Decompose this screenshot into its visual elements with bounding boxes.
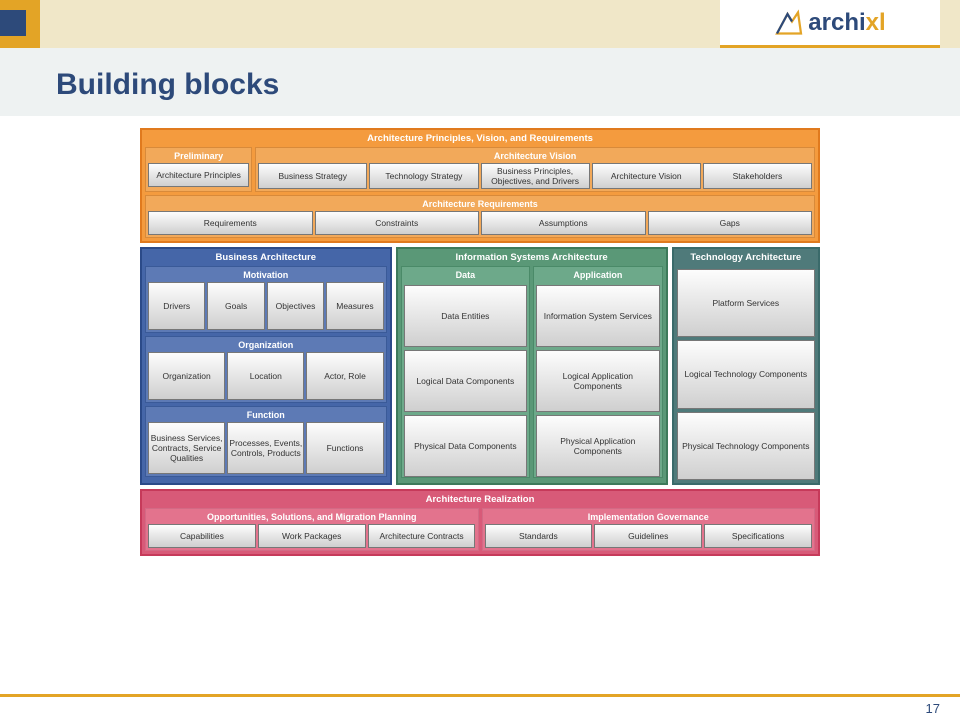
cell: Architecture Vision: [592, 163, 701, 189]
corner-decoration: [0, 0, 40, 48]
principles-title: Architecture Principles, Vision, and Req…: [145, 133, 815, 144]
cell: Guidelines: [594, 524, 702, 548]
cell: Business Strategy: [258, 163, 367, 189]
cell: Information System Services: [536, 285, 660, 347]
cell: Technology Strategy: [369, 163, 478, 189]
tech-section: Technology Architecture Platform Service…: [672, 247, 820, 485]
data-group: Data Data Entities Logical Data Componen…: [401, 266, 531, 478]
application-label: Application: [536, 269, 660, 282]
page-title: Building blocks: [56, 68, 904, 102]
cell: Business Principles, Objectives, and Dri…: [481, 163, 590, 189]
motivation-group: Motivation Drivers Goals Objectives Meas…: [145, 266, 387, 333]
motivation-label: Motivation: [148, 269, 384, 282]
planning-group: Opportunities, Solutions, and Migration …: [145, 508, 479, 551]
cell: Stakeholders: [703, 163, 812, 189]
realization-title: Architecture Realization: [145, 494, 815, 505]
cell: Physical Application Components: [536, 415, 660, 477]
governance-label: Implementation Governance: [485, 511, 813, 524]
cell: Standards: [485, 524, 593, 548]
organization-label: Organization: [148, 339, 384, 352]
cell: Measures: [326, 282, 383, 330]
cell: Platform Services: [677, 269, 815, 337]
tech-title: Technology Architecture: [677, 252, 815, 263]
cell: Requirements: [148, 211, 313, 235]
architecture-diagram: Architecture Principles, Vision, and Req…: [140, 128, 820, 556]
planning-label: Opportunities, Solutions, and Migration …: [148, 511, 476, 524]
function-label: Function: [148, 409, 384, 422]
business-section: Business Architecture Motivation Drivers…: [140, 247, 392, 485]
function-group: Function Business Services, Contracts, S…: [145, 406, 387, 477]
logo: archixl: [720, 0, 940, 48]
preliminary-label: Preliminary: [148, 150, 249, 163]
cell: Processes, Events, Controls, Products: [227, 422, 304, 474]
cell: Physical Data Components: [404, 415, 528, 477]
cell: Actor, Role: [306, 352, 383, 400]
governance-group: Implementation Governance Standards Guid…: [482, 508, 816, 551]
organization-group: Organization Organization Location Actor…: [145, 336, 387, 403]
requirements-label: Architecture Requirements: [148, 198, 812, 211]
title-band: Building blocks: [0, 48, 960, 116]
cell: Logical Application Components: [536, 350, 660, 412]
isa-title: Information Systems Architecture: [401, 252, 663, 263]
cell: Assumptions: [481, 211, 646, 235]
vision-label: Architecture Vision: [258, 150, 812, 163]
cell: Constraints: [315, 211, 480, 235]
cell: Gaps: [648, 211, 813, 235]
cell: Physical Technology Components: [677, 412, 815, 480]
cell: Functions: [306, 422, 383, 474]
cell: Architecture Principles: [148, 163, 249, 187]
cell: Logical Technology Components: [677, 340, 815, 408]
cell: Architecture Contracts: [368, 524, 476, 548]
cell: Data Entities: [404, 285, 528, 347]
cell: Capabilities: [148, 524, 256, 548]
logo-icon: [774, 8, 804, 38]
cell: Work Packages: [258, 524, 366, 548]
page-number: 17: [926, 701, 940, 716]
logo-text: archixl: [808, 9, 885, 37]
cell: Drivers: [148, 282, 205, 330]
realization-section: Architecture Realization Opportunities, …: [140, 489, 820, 556]
isa-section: Information Systems Architecture Data Da…: [396, 247, 668, 485]
footer: 17: [0, 694, 960, 720]
cell: Organization: [148, 352, 225, 400]
principles-section: Architecture Principles, Vision, and Req…: [140, 128, 820, 243]
cell: Specifications: [704, 524, 812, 548]
cell: Business Services, Contracts, Service Qu…: [148, 422, 225, 474]
requirements-group: Architecture Requirements Requirements C…: [145, 195, 815, 238]
preliminary-group: Preliminary Architecture Principles: [145, 147, 252, 192]
cell: Objectives: [267, 282, 324, 330]
vision-group: Architecture Vision Business Strategy Te…: [255, 147, 815, 192]
cell: Logical Data Components: [404, 350, 528, 412]
business-title: Business Architecture: [145, 252, 387, 263]
application-group: Application Information System Services …: [533, 266, 663, 478]
data-label: Data: [404, 269, 528, 282]
cell: Goals: [207, 282, 264, 330]
cell: Location: [227, 352, 304, 400]
header-band: archixl: [0, 0, 960, 48]
